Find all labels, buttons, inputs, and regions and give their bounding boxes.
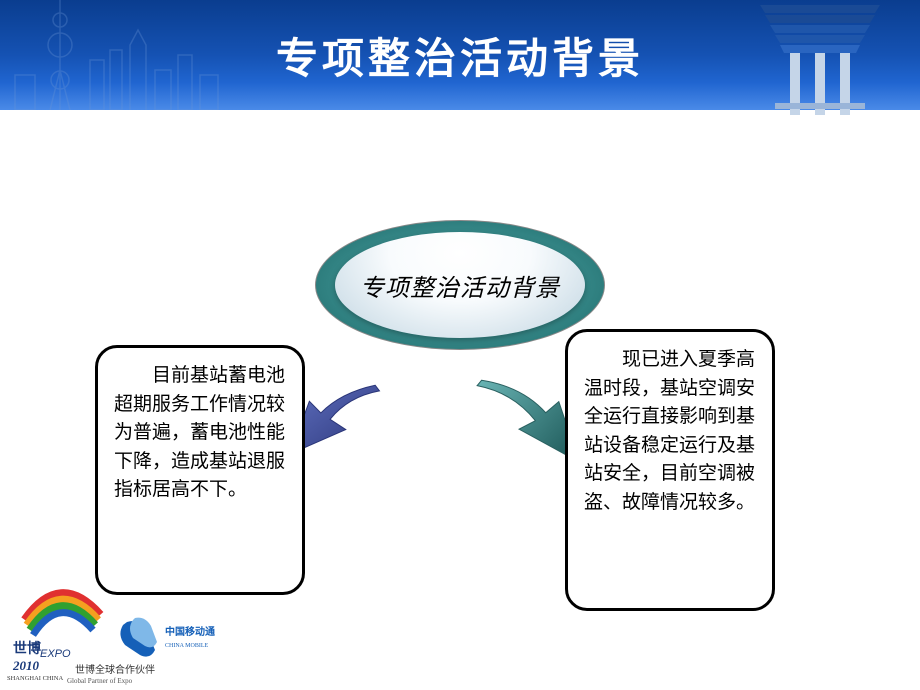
pavilion-icon xyxy=(720,0,920,115)
tagline-cn: 世博全球合作伙伴 xyxy=(75,663,155,676)
svg-text:世博: 世博 xyxy=(13,640,41,657)
tagline-en: Global Partner of Expo xyxy=(67,677,133,685)
svg-text:EXPO: EXPO xyxy=(40,648,71,660)
china-mobile-logo-icon: 中国移动通信 CHINA MOBILE xyxy=(120,618,215,657)
svg-text:中国移动通信: 中国移动通信 xyxy=(165,625,215,638)
content-area: 专项整治活动背景 目前基站蓄电池超期服务工作情况较为普遍，蓄电池性能下降，造成基… xyxy=(0,110,920,690)
svg-text:CHINA MOBILE: CHINA MOBILE xyxy=(165,643,209,649)
page-title: 专项整治活动背景 xyxy=(276,25,644,86)
textbox-left-text: 目前基站蓄电池超期服务工作情况较为普遍，蓄电池性能下降，造成基站退服指标居高不下… xyxy=(114,362,286,505)
textbox-right-text: 现已进入夏季高温时段，基站空调安全运行直接影响到基站设备稳定运行及基站安全，目前… xyxy=(584,346,756,517)
skyline-icon xyxy=(0,0,260,110)
oval-inner: 专项整治活动背景 xyxy=(335,232,585,338)
footer-logos: 世博 EXPO 2010 SHANGHAI CHINA 中国移动通信 CHINA… xyxy=(5,565,215,685)
header-banner: 专项整治活动背景 xyxy=(0,0,920,110)
central-oval: 专项整治活动背景 xyxy=(315,220,605,350)
oval-label: 专项整治活动背景 xyxy=(360,268,560,303)
textbox-right: 现已进入夏季高温时段，基站空调安全运行直接影响到基站设备稳定运行及基站安全，目前… xyxy=(565,329,775,611)
svg-text:2010: 2010 xyxy=(12,658,40,673)
svg-text:SHANGHAI CHINA: SHANGHAI CHINA xyxy=(7,675,63,682)
textbox-left: 目前基站蓄电池超期服务工作情况较为普遍，蓄电池性能下降，造成基站退服指标居高不下… xyxy=(95,345,305,595)
